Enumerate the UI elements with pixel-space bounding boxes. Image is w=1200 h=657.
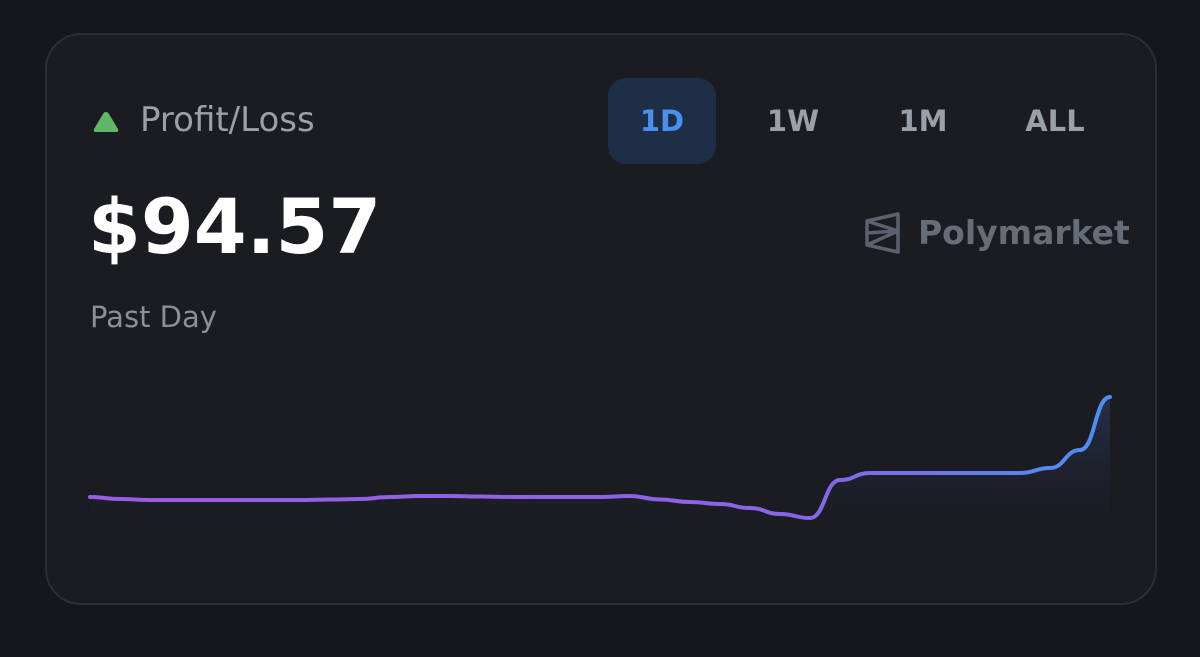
title: Profit/Loss <box>140 100 315 140</box>
tab[interactable]: 1W <box>766 104 820 138</box>
amount: $94.57 <box>88 182 382 271</box>
up-triangle <box>93 112 119 132</box>
line <box>88 395 1112 521</box>
brand: Polymarket <box>918 213 1130 252</box>
tab[interactable]: ALL <box>1025 104 1085 138</box>
area <box>90 397 1110 530</box>
tab[interactable]: 1D <box>608 78 716 164</box>
period: Past Day <box>90 300 217 334</box>
brand-logo <box>865 212 900 254</box>
tab[interactable]: 1M <box>898 104 948 138</box>
